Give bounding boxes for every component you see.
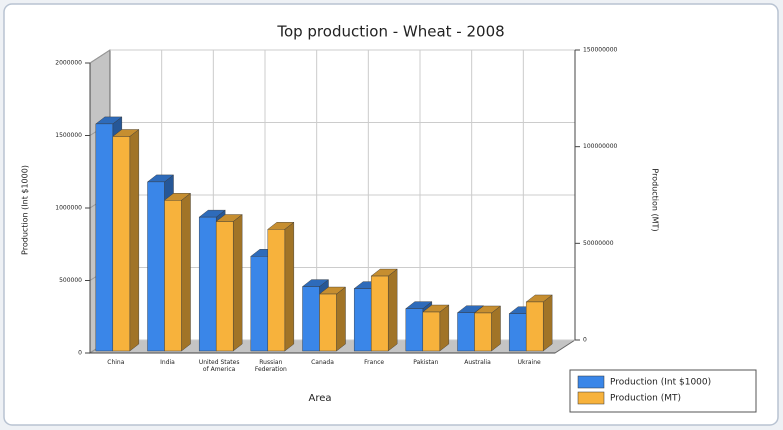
bar-side: [439, 304, 450, 352]
legend-label: Production (Int $1000): [610, 378, 711, 388]
y2-tick-label: 100000000: [583, 143, 618, 150]
bar: [302, 286, 320, 352]
bar: [457, 312, 475, 352]
x-tick-label: India: [160, 359, 175, 366]
bar: [147, 181, 165, 352]
bar: [508, 313, 527, 352]
bar-side: [284, 221, 295, 352]
bar-side: [181, 192, 191, 352]
y2-tick-label: 0: [583, 337, 587, 344]
x-tick-label: Australia: [464, 359, 491, 366]
bar: [112, 136, 131, 352]
y-axis-title: Production (Int $1000): [21, 165, 30, 255]
legend-label: Production (MT): [610, 394, 681, 404]
bar: [422, 311, 441, 352]
x-tick-label: China: [107, 359, 125, 366]
y2-tick-label: 50000000: [583, 240, 614, 247]
x-tick-label: Pakistan: [413, 359, 439, 366]
legend-swatch: [577, 391, 605, 405]
x-tick-label: United States of America: [198, 359, 240, 373]
bar-side: [232, 214, 243, 352]
y-tick-label: 1500000: [55, 132, 82, 139]
bar: [250, 256, 269, 352]
y2-axis-title: Production (MT): [651, 168, 660, 231]
grid-line: [89, 49, 111, 64]
bar: [198, 216, 217, 352]
bar-side: [542, 294, 553, 352]
x-axis-title: Area: [308, 393, 331, 404]
y-tick-label: 1000000: [55, 205, 82, 212]
bar-side: [129, 129, 140, 352]
bar: [215, 221, 234, 352]
bar: [95, 123, 114, 352]
legend-swatch: [577, 375, 605, 389]
bar: [353, 288, 372, 352]
bar-side: [336, 286, 346, 352]
bar: [164, 200, 182, 352]
x-tick-label: France: [364, 359, 385, 366]
y-tick-label: 0: [78, 350, 82, 357]
bar: [370, 275, 389, 352]
bar: [267, 229, 286, 352]
y-tick-label: 2000000: [55, 60, 82, 67]
bar: [405, 308, 424, 352]
x-tick-label: Russian Federation: [254, 359, 287, 373]
y2-tick-label: 150000000: [583, 47, 618, 54]
bar: [319, 293, 337, 352]
x-tick-label: Canada: [311, 359, 334, 366]
chart-title: Top production - Wheat - 2008: [276, 23, 504, 41]
y-tick-label: 500000: [59, 277, 82, 284]
bar-side: [387, 268, 398, 352]
x-tick-label: Ukraine: [517, 359, 541, 366]
bar: [525, 301, 544, 352]
bar-side: [491, 305, 501, 352]
bar: [474, 312, 492, 352]
